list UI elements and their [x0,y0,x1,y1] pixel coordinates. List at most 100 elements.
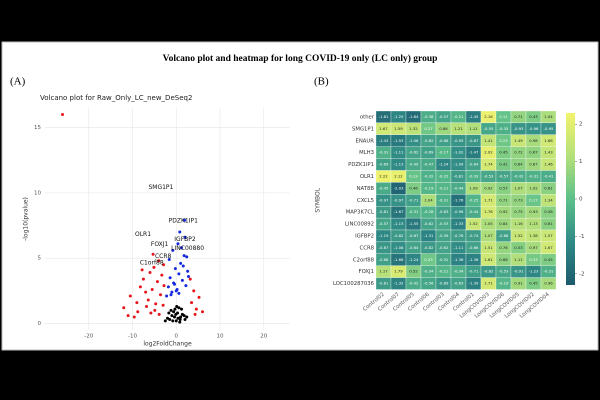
point [201,310,204,314]
cell-label: -0.64 [409,245,419,250]
cell-label: 0.91 [514,281,523,286]
cell-label: -0.31 [544,269,554,274]
point-label: SMG1P1 [148,184,173,191]
point [135,301,139,305]
point [61,113,64,117]
cell-label: 1.07 [514,185,523,190]
cell-label: -0.71 [409,197,419,202]
cell-label: -0.81 [454,173,464,178]
cell-label: -2.03 [394,185,404,190]
point [170,290,174,294]
cell-label: -1.45 [469,114,479,119]
cell-label: -0.53 [439,221,449,226]
cell-label: 0.27 [424,126,433,131]
cell-label: -0.34 [424,269,434,274]
cell-label: 0.45 [529,281,538,286]
point [192,289,196,293]
point [178,230,182,234]
point [145,304,148,308]
cell-label: 1.07 [484,233,493,238]
cell-label: 1.34 [544,197,553,202]
cell-label: 0.58 [544,209,553,214]
point [153,308,157,312]
point [141,277,145,281]
point [177,272,181,276]
colorbar-tick-label: -2 [579,271,584,277]
cell-label: -0.96 [529,126,539,131]
cell-label: 0.23 [499,138,508,143]
point [174,289,178,293]
cell-label: 0.52 [409,269,418,274]
cell-label: 1.71 [484,197,493,202]
cell-label: -1.39 [469,281,479,286]
point [183,318,187,322]
cell-label: 0.13 [409,173,418,178]
cell-label: -0.68 [439,138,449,143]
cell-label: 0.98 [529,138,538,143]
cell-label: -0.55 [484,126,494,131]
point [177,291,181,295]
cell-label: 0.57 [499,185,508,190]
cell-label: -0.62 [409,150,419,155]
cell-label: 1.67 [544,245,553,250]
point [167,311,171,315]
cell-label: -0.87 [469,138,479,143]
cell-label: 0.92 [484,185,493,190]
cell-label: -0.68 [379,257,389,262]
point [157,312,161,316]
cell-label: 1.05 [484,221,493,226]
cell-label: -0.17 [439,150,449,155]
cell-label: -0.97 [394,197,404,202]
cell-label: 1.57 [544,233,553,238]
cell-label: -1.13 [394,221,404,226]
point [174,319,178,323]
cell-label: -1.81 [379,114,389,119]
point [173,307,177,311]
cell-label: -0.89 [439,281,449,286]
cell-label: 0.96 [544,281,553,286]
point [155,280,159,284]
cell-label: 0.61 [544,185,553,190]
cell-label: -0.69 [424,150,434,155]
cell-label: 0.67 [529,150,538,155]
point [172,310,176,314]
cell-label: 1.04 [544,114,553,119]
point-label: LINC00880 [171,245,204,252]
cell-label: -0.76 [454,233,464,238]
row-label: MLH3 [359,150,374,156]
row-label: FOXJ1 [359,269,374,275]
cell-label: -1.36 [469,257,479,262]
cell-label: -0.93 [514,126,524,131]
point [173,315,176,319]
cell-label: -0.42 [514,173,524,178]
point [188,277,192,281]
y-tick-label: 5 [38,256,42,262]
point [181,264,185,268]
point [173,267,177,271]
cell-label: -0.42 [409,281,419,286]
cell-label: -1.55 [409,221,419,226]
cell-label: -0.67 [409,233,419,238]
cell-label: 0.45 [544,257,553,262]
cell-label: -1.08 [394,245,404,250]
cell-label: 0.97 [529,245,538,250]
cell-label: -0.19 [424,185,434,190]
cell-label: 1.04 [424,197,433,202]
point [144,290,148,294]
cell-label: -1.19 [379,233,389,238]
point [170,314,174,318]
cell-label: -0.21 [439,269,449,274]
row-label: OLR1 [360,174,374,180]
cell-label: -0.53 [484,173,494,178]
cell-label: -0.44 [454,185,464,190]
point [171,248,175,252]
row-label: LINC00892 [345,222,374,228]
cell-label: 0.33 [529,257,538,262]
cell-label: -0.41 [544,173,554,178]
cell-label: -1.53 [394,138,404,143]
cell-label: 1.52 [469,221,478,226]
point [171,319,175,323]
cell-label: -0.57 [379,221,389,226]
y-tick-label: 0 [38,321,42,327]
cell-label: 0.46 [409,185,418,190]
